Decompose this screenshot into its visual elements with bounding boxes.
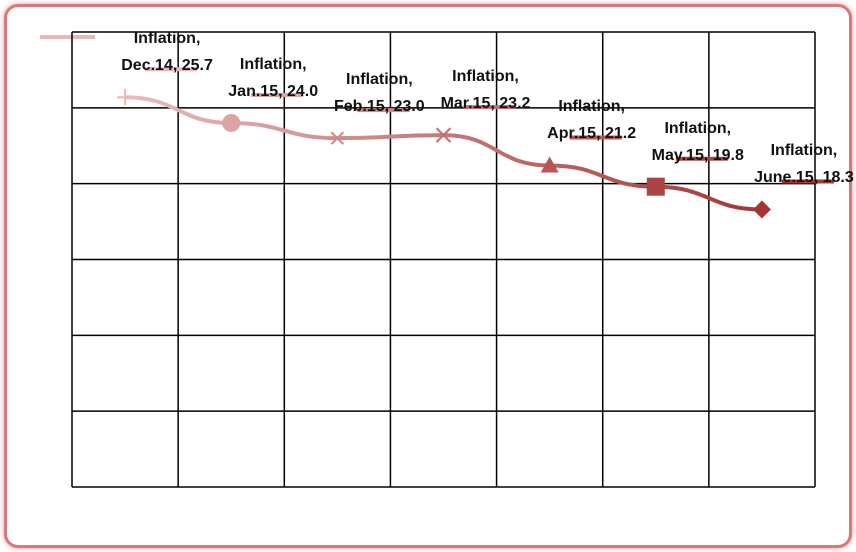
data-label: Inflation, June.15, 18.3 xyxy=(754,142,854,187)
data-label: Inflation, Mar.15, 23.2 xyxy=(440,68,531,113)
data-label: Inflation, Apr.15, 21.2 xyxy=(547,98,637,143)
marker xyxy=(117,89,134,106)
data-label: Inflation, Jan.15, 24.0 xyxy=(228,56,319,100)
marker xyxy=(329,131,346,145)
marker xyxy=(752,200,771,219)
marker xyxy=(222,114,241,132)
data-label: Inflation, May.15, 19.8 xyxy=(651,119,744,164)
marker xyxy=(540,156,559,173)
chart-frame xyxy=(4,4,852,548)
data-label: Inflation, Feb.15, 23.0 xyxy=(333,71,425,116)
marker xyxy=(646,177,665,196)
marker xyxy=(435,127,452,143)
data-label: Inflation, Dec.14, 25.7 xyxy=(121,30,213,75)
